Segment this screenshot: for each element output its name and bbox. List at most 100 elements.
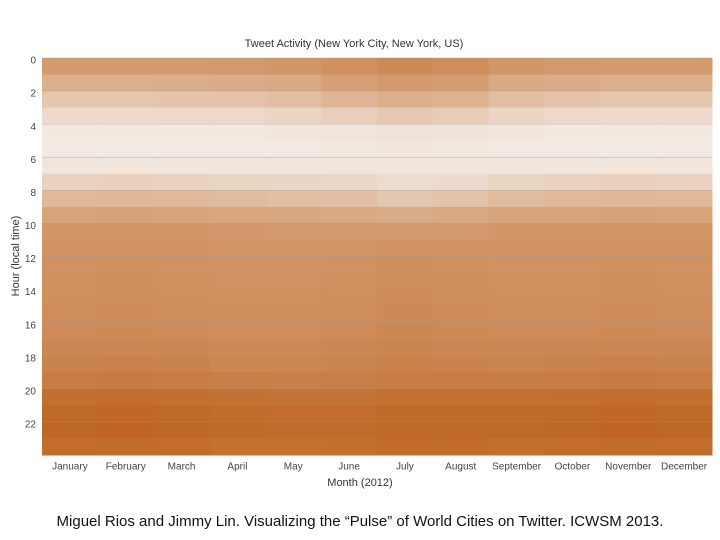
heatmap-cell xyxy=(600,438,657,456)
heatmap-cell xyxy=(265,223,322,241)
heatmap-cell xyxy=(209,289,266,307)
x-tick-label: August xyxy=(445,462,476,473)
heatmap-cell xyxy=(321,58,378,76)
y-tick-label: 6 xyxy=(30,155,36,166)
heatmap-cell xyxy=(42,289,99,307)
heatmap-cell xyxy=(432,372,490,390)
heatmap-cell xyxy=(544,206,601,224)
heatmap-cell xyxy=(321,256,378,274)
heatmap-cell xyxy=(97,140,155,158)
heatmap-cell xyxy=(544,58,601,76)
heatmap-cell xyxy=(265,157,322,175)
heatmap xyxy=(42,58,713,456)
heatmap-cell xyxy=(209,157,266,175)
x-tick-label: April xyxy=(227,462,247,473)
heatmap-cell xyxy=(544,173,601,191)
heatmap-cell xyxy=(544,140,601,158)
heatmap-cell xyxy=(656,239,713,257)
y-tick-label: 8 xyxy=(30,188,36,199)
y-tick-label: 12 xyxy=(25,254,37,265)
y-tick-label: 2 xyxy=(30,89,36,100)
heatmap-cell xyxy=(488,273,545,291)
heatmap-cell xyxy=(153,157,210,175)
heatmap-cell xyxy=(600,289,657,307)
heatmap-cell xyxy=(42,339,99,357)
heatmap-cell xyxy=(97,388,155,406)
heatmap-cell xyxy=(42,239,99,257)
heatmap-cell xyxy=(544,273,601,291)
heatmap-cell xyxy=(377,140,434,158)
heatmap-cell xyxy=(656,173,713,191)
heatmap-cell xyxy=(97,107,155,125)
heatmap-cell xyxy=(600,74,657,92)
y-tick-label: 20 xyxy=(25,386,37,397)
heatmap-cell xyxy=(600,355,657,373)
heatmap-cell xyxy=(209,124,266,142)
heatmap-cell xyxy=(488,124,545,142)
heatmap-cell xyxy=(600,91,657,109)
heatmap-cell xyxy=(656,190,713,208)
heatmap-cell xyxy=(321,289,378,307)
heatmap-cell xyxy=(544,239,601,257)
heatmap-cell xyxy=(42,223,99,241)
heatmap-cell xyxy=(432,157,490,175)
heatmap-cell xyxy=(97,206,155,224)
heatmap-cell xyxy=(432,421,490,439)
x-tick-label: February xyxy=(106,462,146,473)
heatmap-cell xyxy=(153,306,210,324)
heatmap-cell xyxy=(488,289,545,307)
x-tick-label: January xyxy=(52,462,88,473)
heatmap-cell xyxy=(600,339,657,357)
heatmap-cell xyxy=(209,206,266,224)
heatmap-cell xyxy=(600,273,657,291)
heatmap-cell xyxy=(265,206,322,224)
heatmap-cell xyxy=(600,421,657,439)
heatmap-cell xyxy=(656,124,713,142)
heatmap-cell xyxy=(432,273,490,291)
heatmap-cell xyxy=(209,273,266,291)
heatmap-cell xyxy=(488,256,545,274)
heatmap-cell xyxy=(153,388,210,406)
heatmap-cell xyxy=(377,273,434,291)
heatmap-cell xyxy=(209,239,266,257)
heatmap-cell xyxy=(265,438,322,456)
heatmap-cell xyxy=(153,372,210,390)
heatmap-cell xyxy=(153,173,210,191)
heatmap-cell xyxy=(97,355,155,373)
heatmap-cell xyxy=(42,322,99,340)
heatmap-cell xyxy=(153,339,210,357)
heatmap-cell xyxy=(488,74,545,92)
heatmap-cell xyxy=(488,157,545,175)
heatmap-cell xyxy=(600,239,657,257)
heatmap-cell xyxy=(656,140,713,158)
heatmap-cell xyxy=(265,388,322,406)
heatmap-cell xyxy=(265,91,322,109)
heatmap-cell xyxy=(432,74,490,92)
heatmap-cell xyxy=(321,405,378,423)
heatmap-cell xyxy=(432,388,490,406)
heatmap-cell xyxy=(265,58,322,76)
y-tick-label: 16 xyxy=(25,320,37,331)
heatmap-cell xyxy=(488,322,545,340)
y-tick-label: 4 xyxy=(30,122,36,133)
heatmap-cell xyxy=(432,223,490,241)
heatmap-cell xyxy=(544,405,601,423)
heatmap-cell xyxy=(377,388,434,406)
heatmap-cell xyxy=(97,157,155,175)
heatmap-cell xyxy=(544,190,601,208)
heatmap-cell xyxy=(153,273,210,291)
heatmap-cell xyxy=(321,107,378,125)
heatmap-cell xyxy=(265,239,322,257)
heatmap-cell xyxy=(488,421,545,439)
heatmap-cell xyxy=(544,355,601,373)
heatmap-cell xyxy=(153,355,210,373)
heatmap-cell xyxy=(321,322,378,340)
heatmap-cell xyxy=(656,273,713,291)
x-axis-label: Month (2012) xyxy=(327,477,392,489)
heatmap-cell xyxy=(432,107,490,125)
heatmap-cell xyxy=(97,256,155,274)
heatmap-cell xyxy=(377,421,434,439)
heatmap-cell xyxy=(265,74,322,92)
heatmap-cell xyxy=(153,322,210,340)
heatmap-cell xyxy=(432,173,490,191)
